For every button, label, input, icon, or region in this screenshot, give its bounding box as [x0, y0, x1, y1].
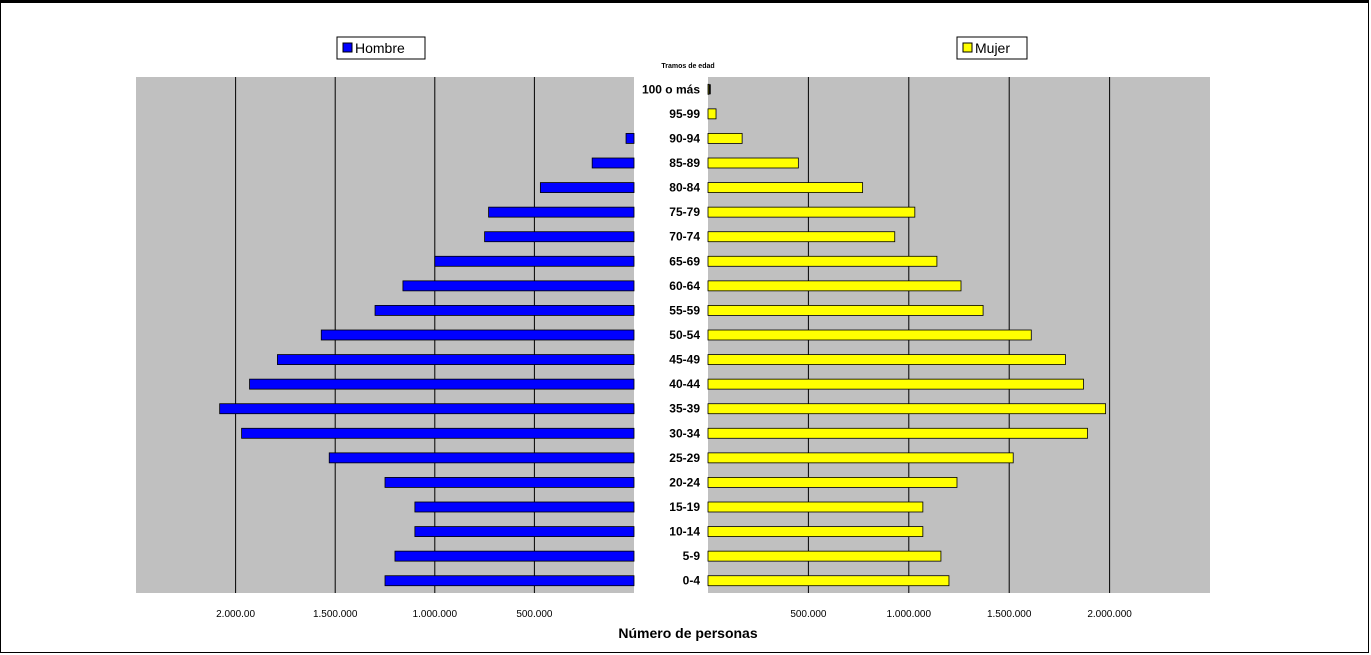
x-tick-label: 1.500.000: [313, 609, 358, 620]
bar-hombre-45-49: [277, 354, 635, 365]
age-group-label: 100 o más: [642, 82, 700, 96]
age-axis-title: Tramos de edad: [661, 63, 714, 70]
x-tick-label: 1.500.000: [987, 609, 1032, 620]
mujer-plot: 500.000 1.000.000 1.500.000 2.000.000: [707, 77, 1210, 620]
age-group-label: 60-64: [669, 279, 700, 293]
bar-mujer-15-19: [707, 501, 924, 513]
bar-hombre-0-4: [384, 575, 635, 587]
bar-hombre-60-64: [402, 280, 635, 292]
bar-mujer-55-59: [707, 305, 984, 316]
bar-hombre-5-9: [394, 550, 635, 562]
bar-hombre-50-54: [320, 329, 635, 341]
x-axis-label: Número de personas: [618, 625, 757, 641]
bar-mujer-65-69: [707, 255, 938, 267]
bar-hombre-10-14: [414, 526, 635, 537]
bar-mujer-45-49: [707, 354, 1066, 365]
x-tick-label: 500.000: [516, 609, 553, 620]
x-tick-label: 1.000.000: [887, 609, 932, 620]
bar-mujer-90-94: [707, 133, 743, 144]
legend-hombre-frame: [336, 36, 426, 60]
age-group-label: 25-29: [669, 451, 700, 465]
hombre-plot: 500.000 1.000.000 1.500.000 2.000.00: [136, 77, 635, 620]
legend-mujer-swatch: [962, 42, 973, 53]
age-group-label: 0-4: [683, 574, 701, 588]
x-tick-label: 2.000.00: [216, 609, 255, 620]
bar-mujer-85-89: [707, 157, 799, 169]
legend-hombre-label: Hombre: [355, 40, 405, 56]
bar-hombre-30-34: [241, 427, 635, 439]
legend-mujer-label: Mujer: [975, 40, 1010, 56]
bar-hombre-80-84: [539, 182, 635, 193]
age-group-label: 95-99: [669, 107, 700, 121]
bar-hombre-65-69: [434, 255, 635, 267]
bar-hombre-55-59: [374, 305, 635, 316]
bar-hombre-40-44: [249, 378, 635, 390]
age-group-label: 30-34: [669, 426, 700, 440]
age-group-label: 75-79: [669, 205, 700, 219]
bar-mujer-100 o más: [707, 83, 710, 95]
bar-hombre-35-39: [219, 403, 635, 415]
legend-hombre-swatch: [342, 42, 353, 53]
age-group-label: 80-84: [669, 181, 700, 195]
age-group-labels: 0-4 5-9 10-14 15-19 20-24 25-29 30-34 35-39 40-4…: [642, 82, 700, 587]
bar-mujer-10-14: [707, 526, 924, 537]
bar-hombre-20-24: [384, 477, 635, 488]
bar-mujer-35-39: [707, 403, 1106, 415]
legend-mujer: Mujer: [956, 36, 1028, 60]
age-group-label: 65-69: [669, 254, 700, 268]
legend-mujer-frame: [956, 36, 1028, 60]
bar-hombre-90-94: [625, 133, 635, 144]
bar-mujer-5-9: [707, 550, 942, 562]
age-group-label: 15-19: [669, 500, 700, 514]
age-group-label: 70-74: [669, 230, 700, 244]
bar-mujer-20-24: [707, 477, 958, 488]
bar-mujer-70-74: [707, 231, 896, 243]
bar-mujer-50-54: [707, 329, 1032, 341]
age-group-label: 40-44: [669, 377, 700, 391]
age-group-label: 55-59: [669, 303, 700, 317]
x-tick-label: 1.000.000: [413, 609, 458, 620]
x-tick-label: 2.000.000: [1087, 609, 1132, 620]
bar-hombre-75-79: [488, 206, 635, 218]
legend-hombre: Hombre: [336, 36, 426, 60]
bar-hombre-15-19: [414, 501, 635, 513]
bar-hombre-25-29: [328, 452, 635, 464]
age-group-label: 90-94: [669, 131, 700, 145]
bar-mujer-25-29: [707, 452, 1014, 464]
age-group-label: 85-89: [669, 156, 700, 170]
age-group-label: 10-14: [669, 525, 700, 539]
age-group-label: 50-54: [669, 328, 700, 342]
bar-hombre-85-89: [591, 157, 635, 169]
bar-mujer-75-79: [707, 206, 916, 218]
bar-mujer-95-99: [707, 108, 717, 120]
bar-hombre-70-74: [484, 231, 635, 243]
bar-mujer-60-64: [707, 280, 962, 292]
x-tick-label: 500.000: [790, 609, 827, 620]
bar-mujer-0-4: [707, 575, 950, 587]
bar-mujer-80-84: [707, 182, 864, 193]
bar-mujer-30-34: [707, 427, 1088, 439]
bar-mujer-40-44: [707, 378, 1084, 390]
age-group-label: 5-9: [683, 549, 701, 563]
age-group-label: 45-49: [669, 353, 700, 367]
age-group-label: 35-39: [669, 402, 700, 416]
age-group-label: 20-24: [669, 475, 700, 489]
